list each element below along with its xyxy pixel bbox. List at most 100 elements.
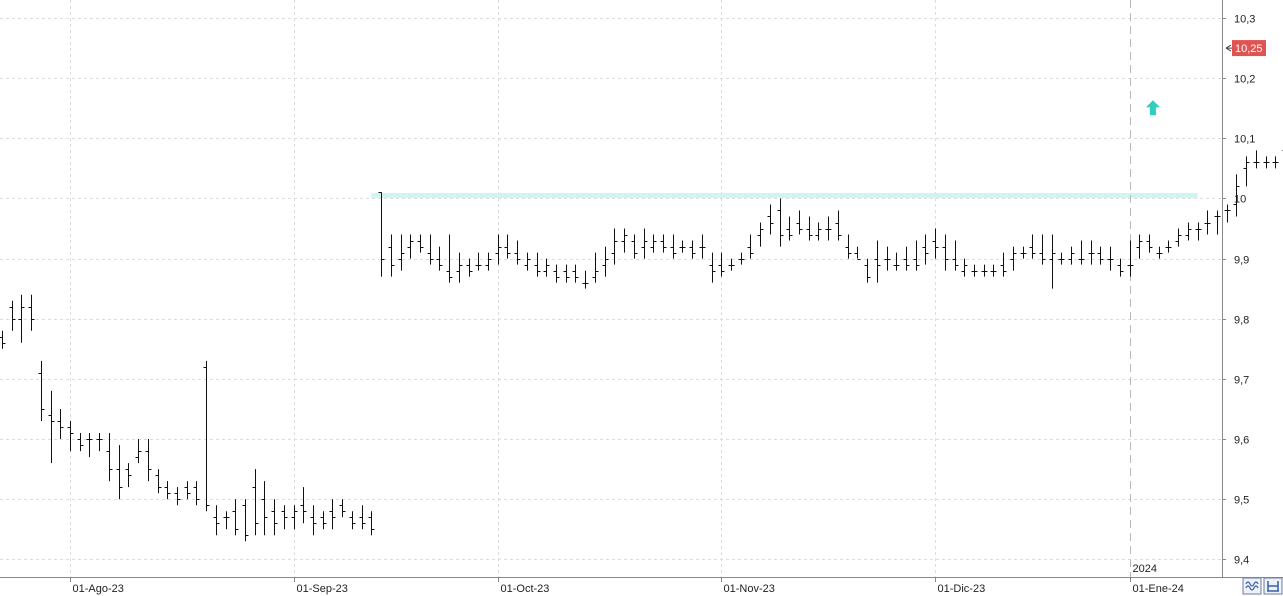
ohlc-bar (232, 499, 239, 536)
ohlc-bar (660, 234, 667, 253)
wave-icon-2 (1245, 581, 1259, 587)
ohlc-bar (1107, 246, 1114, 271)
ohlc-bar (767, 204, 774, 235)
ohlc-bar (446, 234, 453, 283)
ohlc-bar (611, 228, 618, 265)
ohlc-bar (339, 499, 346, 518)
ohlc-bar (1039, 234, 1046, 265)
ohlc-bar (310, 505, 317, 536)
ohlc-bar (961, 258, 968, 277)
ohlc-bar (1029, 234, 1036, 259)
ohlc-bar (436, 246, 443, 271)
ohlc-bar (1214, 210, 1221, 235)
last-price-marker: 10,25 (1225, 40, 1266, 57)
ohlc-bar (242, 499, 249, 542)
year-label-bg (1131, 560, 1160, 574)
ohlc-bar (913, 240, 920, 271)
ohlc-bar (485, 252, 492, 271)
x-tick-label: 01-Sep-23 (297, 583, 348, 595)
ohlc-bar (884, 246, 891, 271)
x-axis-ticks: 01-Ago-23 01-Sep-23 01-Oct-23 01-Nov-23 01-D… (70, 577, 1184, 595)
ohlc-bar (86, 433, 93, 458)
ohlc-bar (845, 234, 852, 259)
year-label: 2024 (1133, 563, 1157, 575)
ohlc-bar (835, 210, 842, 241)
ohlc-bar (670, 234, 677, 259)
price-bars (0, 150, 1283, 542)
ohlc-bar (747, 234, 754, 259)
h-letter-icon (1267, 581, 1279, 592)
ohlc-bar (1243, 156, 1250, 187)
ohlc-bar (543, 258, 550, 277)
ohlc-bar (0, 330, 6, 349)
ohlc-bar (709, 252, 716, 283)
y-tick-label: 9,4 (1234, 555, 1249, 567)
ohlc-bar (1185, 222, 1192, 241)
ohlc-bar (106, 433, 113, 482)
ohlc-bar (359, 505, 366, 530)
ohlc-bar (602, 246, 609, 277)
ohlc-bar (1049, 234, 1056, 289)
year-separator: 2024 (1130, 0, 1160, 577)
ohlc-bar (1224, 204, 1231, 223)
x-tick-label: 01-Dic-23 (938, 583, 986, 595)
y-tick-label: 9,9 (1234, 255, 1249, 267)
ohlc-bar (1010, 246, 1017, 271)
ohlc-bar (1195, 222, 1202, 241)
ohlc-bar (48, 390, 55, 464)
ohlc-bar (427, 234, 434, 265)
ohlc-bar (57, 408, 64, 440)
y-tick-label: 10,1 (1234, 134, 1255, 146)
signal-arrow (1145, 100, 1160, 116)
ohlc-bar (815, 222, 822, 241)
ohlc-bar (864, 258, 871, 283)
corner-icons[interactable] (1242, 577, 1283, 595)
ohlc-bar (1127, 240, 1134, 277)
ohlc-bar (1058, 252, 1065, 265)
x-tick-label: 01-Ago-23 (73, 583, 124, 595)
grid-lines (0, 0, 1222, 577)
ohlc-bar (96, 433, 103, 452)
ohlc-bar (193, 481, 200, 506)
ohlc-bar (903, 246, 910, 271)
axes (0, 0, 1283, 578)
ohlc-bar (1117, 258, 1124, 277)
ohlc-bar (77, 433, 84, 452)
ohlc-bar (922, 234, 929, 265)
x-tick-label: 01-Ene-24 (1133, 583, 1184, 595)
ohlc-bar (757, 222, 764, 247)
ohlc-bar (261, 481, 268, 536)
ohlc-bar (806, 216, 813, 241)
ohlc-bar (495, 234, 502, 265)
ohlc-bar (135, 439, 142, 464)
ohlc-bar (1136, 234, 1143, 259)
x-tick-label: 01-Oct-23 (501, 583, 550, 595)
x-tick-label: 01-Nov-23 (724, 583, 775, 595)
ohlc-bar (621, 228, 628, 253)
ohlc-bar (125, 463, 132, 488)
ohlc-bar (582, 270, 589, 289)
ohlc-bar (631, 234, 638, 259)
ohlc-bar (1175, 228, 1182, 247)
ohlc-bar (786, 216, 793, 241)
ohlc-bar (417, 234, 424, 253)
ohlc-bar (874, 240, 881, 283)
ohlc-bar (572, 264, 579, 283)
ohlc-bar (1088, 240, 1095, 265)
ohlc-bar (553, 264, 560, 283)
resistance-band (371, 192, 1198, 198)
ohlc-bar (271, 499, 278, 536)
ohlc-bar (1097, 246, 1104, 265)
ohlc-bar (563, 264, 570, 283)
ohlc-bar (378, 192, 385, 277)
ohlc-bar (893, 252, 900, 271)
ohlc-bar (213, 505, 220, 536)
ohlc-bar (1000, 252, 1007, 277)
ohlc-bar (291, 505, 298, 530)
ohlc-bar (466, 258, 473, 277)
ohlc-bar (952, 240, 959, 271)
ohlc-bar (300, 487, 307, 524)
ohlc-bar (534, 252, 541, 277)
ohlc-bar (320, 511, 327, 530)
